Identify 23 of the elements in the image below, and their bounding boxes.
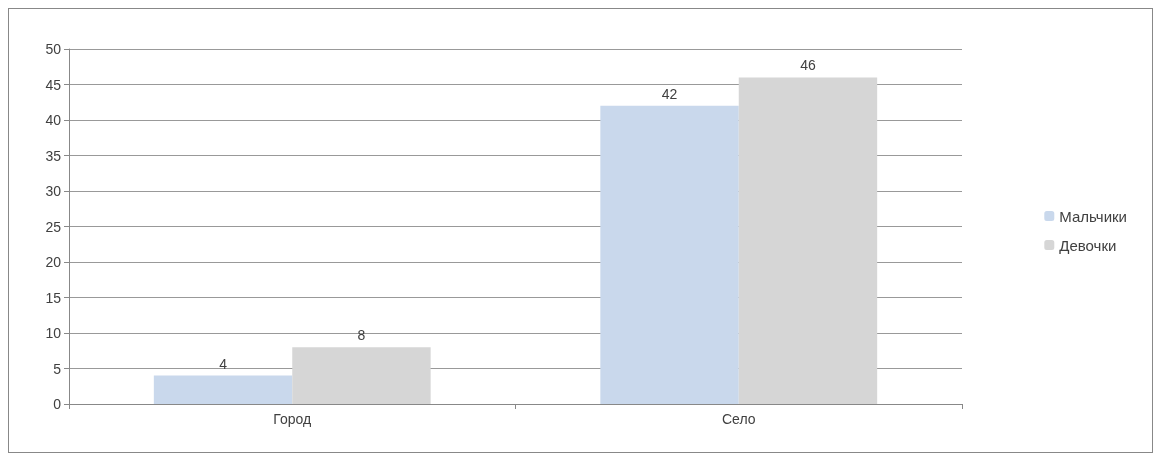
legend-label: Мальчики [1059,207,1128,225]
y-tick-label: 25 [45,218,62,235]
data-label: 4 [219,355,228,372]
y-tick-label: 45 [45,76,62,93]
x-tick-label: Село [721,411,756,427]
y-tick-label: 5 [53,360,62,377]
y-tick-label: 0 [53,396,62,412]
bar [600,105,739,404]
bar [738,77,878,404]
y-tick-label: 50 [45,41,62,57]
legend-label: Девочки [1059,236,1117,254]
x-tick-label: Город [273,411,312,427]
y-tick-label: 10 [45,325,62,341]
y-tick-label: 20 [45,254,62,270]
bar [153,375,293,404]
y-tick-label: 30 [45,183,62,199]
y-tick-label: 15 [45,289,62,306]
data-label: 46 [800,57,816,74]
data-label: 42 [661,85,678,102]
data-label: 8 [357,327,366,344]
y-tick-label: 35 [45,147,62,164]
y-tick-label: 40 [45,112,62,128]
bar [292,347,431,404]
